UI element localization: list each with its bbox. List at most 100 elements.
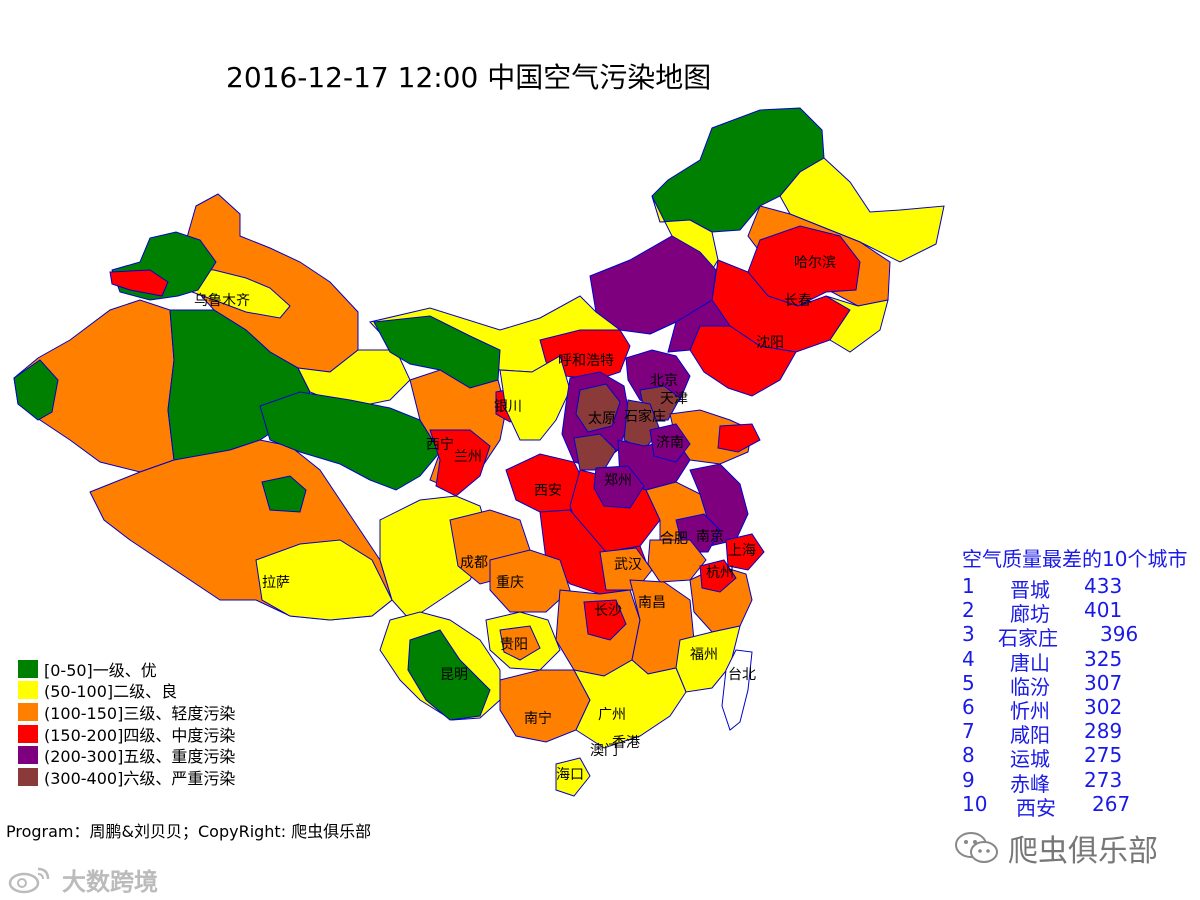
- rank-city: 运城: [1010, 747, 1050, 772]
- region-qinghai: [259, 391, 441, 491]
- legend-swatch: [18, 681, 38, 700]
- legend-item: (100-150]三级、轻度污染: [18, 701, 235, 723]
- city-label-taipei: 台北: [728, 667, 756, 683]
- region-kunming: [407, 629, 491, 721]
- region-jilin-east: [825, 295, 889, 353]
- rank-city: 石家庄: [998, 626, 1058, 651]
- map-title: 2016-12-17 12:00 中国空气污染地图: [226, 61, 712, 94]
- ranking-row: 6 忻州 302: [962, 694, 1187, 723]
- rank-number: 8: [962, 743, 975, 768]
- rank-city: 赤峰: [1010, 771, 1050, 796]
- region-liaoning: [689, 325, 797, 397]
- rank-city: 廊坊: [1010, 602, 1050, 627]
- city-label-nanchang: 南昌: [638, 595, 666, 611]
- legend-item: (200-300]五级、重度污染: [18, 744, 235, 766]
- region-hainan: [555, 757, 591, 797]
- region-zhengzhou: [593, 465, 645, 509]
- ranking-row: 4 唐山 325: [962, 647, 1187, 675]
- city-label-hangzhou: 杭州: [706, 565, 734, 581]
- rank-number: 10: [962, 791, 988, 816]
- rank-aqi: 433: [1084, 574, 1123, 598]
- ranking-row: 9 赤峰 273: [962, 767, 1187, 796]
- map-regions: [13, 107, 945, 797]
- legend-item: [0-50]一级、优: [18, 658, 235, 680]
- city-label-shanghai: 上海: [728, 543, 756, 559]
- region-chongqing: [489, 549, 571, 613]
- region-shandong-east: [717, 423, 761, 453]
- rank-city: 唐山: [1010, 650, 1050, 675]
- city-label-zhengzhou: 郑州: [604, 473, 632, 489]
- legend-label: (200-300]五级、重度污染: [44, 747, 236, 767]
- city-label-shenyang: 沈阳: [756, 335, 784, 351]
- city-label-changchun: 长春: [784, 293, 812, 309]
- rank-city: 忻州: [1010, 698, 1050, 723]
- region-kashgar: [13, 359, 59, 421]
- rank-number: 2: [962, 598, 975, 623]
- city-label-chongqing: 重庆: [496, 575, 524, 591]
- wechat-icon: [955, 832, 998, 863]
- city-label-nanning: 南宁: [524, 711, 552, 727]
- legend-label: (100-150]三级、轻度污染: [44, 703, 236, 723]
- rank-aqi: 307: [1084, 670, 1123, 695]
- legend-item: (50-100]二级、良: [18, 680, 235, 701]
- region-taiyuan: [575, 383, 621, 433]
- city-label-nanjing: 南京: [696, 529, 724, 545]
- legend-swatch: [18, 659, 38, 678]
- city-label-yinchuan: 银川: [494, 399, 522, 415]
- legend-item: (300-400]六级、严重污染: [18, 766, 235, 788]
- city-label-haikou: 海口: [556, 767, 584, 783]
- rank-number: 3: [962, 622, 975, 647]
- region-heilongjiang-north: [651, 107, 825, 233]
- city-label-harbin: 哈尔滨: [794, 255, 836, 271]
- rank-number: 9: [962, 767, 975, 792]
- rank-aqi: 273: [1084, 767, 1123, 792]
- rank-city: 咸阳: [1010, 723, 1050, 748]
- city-label-lhasa: 拉萨: [262, 575, 290, 591]
- region-guangxi: [499, 669, 591, 743]
- program-credit: Program：周鹏&刘贝贝；CopyRight: 爬虫俱乐部: [6, 822, 372, 841]
- region-shanghai: [725, 533, 765, 571]
- city-label-beijing: 北京: [650, 373, 678, 389]
- ranking-row: 10 西安 267: [962, 791, 1187, 820]
- region-hangzhou: [699, 559, 737, 593]
- region-wuhan: [599, 547, 653, 591]
- city-label-guangzhou: 广州: [598, 707, 626, 723]
- city-label-xining: 西宁: [426, 437, 454, 453]
- ranking-title: 空气质量最差的10个城市: [962, 547, 1188, 571]
- legend-item: (150-200]四级、中度污染: [18, 723, 235, 745]
- city-label-taiyuan: 太原: [588, 411, 616, 427]
- rank-aqi: 401: [1084, 598, 1123, 623]
- city-label-hongkong: 香港: [612, 735, 640, 751]
- city-label-xian: 西安: [534, 483, 562, 499]
- rank-city: 临汾: [1010, 674, 1050, 699]
- rank-aqi: 396: [1100, 622, 1139, 647]
- ranking-row: 2 廊坊 401: [962, 598, 1187, 626]
- city-label-wuhan: 武汉: [614, 557, 642, 573]
- city-label-lanzhou: 兰州: [454, 449, 482, 465]
- region-xinjiang-red: [109, 269, 169, 297]
- city-label-macau: 澳门: [590, 743, 618, 759]
- legend-swatch: [18, 724, 38, 743]
- rank-aqi: 267: [1092, 791, 1131, 816]
- region-guiyang: [499, 625, 541, 661]
- region-xining-lanzhou: [429, 429, 491, 497]
- region-jinan: [649, 423, 691, 463]
- ranking-row: 1 晋城 433: [962, 574, 1187, 602]
- region-shaanxi-north: [499, 355, 571, 441]
- watermark: 大数跨境: [6, 862, 158, 897]
- region-changsha: [583, 599, 627, 641]
- weibo-icon: [8, 867, 50, 893]
- rank-aqi: 275: [1084, 743, 1123, 768]
- ranking-row: 3 石家庄 396: [962, 622, 1187, 650]
- rank-number: 6: [962, 694, 975, 719]
- rank-aqi: 302: [1084, 694, 1123, 719]
- legend-swatch: [18, 767, 38, 786]
- region-taiwan: [721, 649, 753, 731]
- rank-city: 晋城: [1010, 578, 1050, 602]
- city-label-tianjin: 天津: [660, 391, 688, 407]
- region-guangdong: [573, 659, 687, 749]
- rank-number: 1: [962, 574, 975, 598]
- city-label-changsha: 长沙: [594, 603, 622, 619]
- wechat-brand: 爬虫俱乐部: [954, 826, 1158, 870]
